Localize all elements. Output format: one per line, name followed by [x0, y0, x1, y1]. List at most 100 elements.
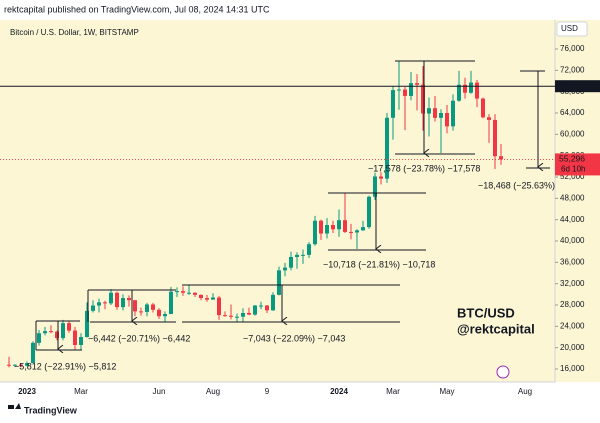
- candle-body: [139, 311, 143, 313]
- candle-body: [31, 342, 35, 364]
- currency: USD: [561, 24, 578, 33]
- candle-body: [385, 117, 389, 179]
- candle-body: [289, 256, 293, 268]
- candle-body: [463, 84, 467, 93]
- candle-body: [493, 119, 497, 157]
- y-tick-label: 64,000: [560, 108, 585, 117]
- candle-body: [319, 220, 323, 234]
- y-tick-label: 72,000: [560, 65, 585, 74]
- candle-body: [55, 331, 59, 339]
- candle-body: [301, 254, 305, 256]
- candle-body: [451, 100, 455, 127]
- candle-body: [199, 294, 203, 299]
- candle-body: [67, 323, 71, 331]
- x-tick-label: Aug: [518, 387, 532, 396]
- candle-body: [421, 84, 425, 114]
- header-bg: [0, 0, 600, 20]
- y-tick-label: 52,000: [560, 172, 585, 181]
- candle-body: [367, 196, 371, 228]
- candle-body: [49, 331, 53, 333]
- y-tick-label: 76,000: [560, 44, 585, 53]
- y-tick-label: 16,000: [560, 364, 585, 373]
- candle-body: [7, 364, 11, 366]
- candle-body: [211, 297, 215, 300]
- candle-body: [313, 220, 317, 245]
- candle-body: [73, 330, 77, 345]
- x-tick-label: Jun: [153, 387, 166, 396]
- candle-body: [409, 83, 413, 96]
- price-label: 69,027: [559, 80, 585, 90]
- price-label: 55,296: [559, 154, 585, 164]
- candle-body: [439, 113, 443, 118]
- candle-body: [259, 305, 263, 307]
- candle-body: [181, 291, 185, 293]
- candle-body: [19, 364, 23, 366]
- candle-body: [13, 364, 17, 366]
- watermark: BTC/USD: [457, 305, 515, 320]
- candle-body: [391, 90, 395, 118]
- candle-body: [37, 333, 41, 343]
- publisher: rektcapital published on TradingView.com…: [4, 4, 270, 14]
- candle-body: [277, 270, 281, 295]
- watermark: @rektcapital: [457, 321, 535, 336]
- event-icon: [496, 365, 510, 379]
- candle-body: [157, 309, 161, 317]
- candle-body: [223, 315, 227, 317]
- candle-body: [169, 291, 173, 315]
- countdown: 6d 10h: [561, 165, 585, 174]
- x-tick-label: 2023: [18, 387, 36, 396]
- candle-body: [145, 304, 149, 312]
- candle-body: [43, 331, 47, 334]
- candle-body: [283, 267, 287, 271]
- candle-body: [361, 227, 365, 231]
- candle-body: [151, 304, 155, 310]
- candle-body: [241, 312, 245, 317]
- candle-body: [331, 224, 335, 230]
- candle-body: [175, 291, 179, 293]
- candle-body: [325, 224, 329, 234]
- candle-body: [97, 302, 101, 306]
- candle-body: [61, 323, 65, 339]
- candle-body: [133, 300, 137, 312]
- candle-body: [217, 297, 221, 316]
- annotation: −5,812 (−22.91%) −5,812: [14, 361, 116, 371]
- candle-body: [415, 83, 419, 85]
- candle-body: [433, 108, 437, 118]
- annotation: −10,718 (−21.81%) −10,718: [323, 259, 435, 269]
- candle-body: [355, 230, 359, 233]
- annotation: −17,578 (−23.78%) −17,578: [368, 163, 480, 173]
- candle-body: [487, 117, 491, 120]
- candle-body: [193, 292, 197, 295]
- x-tick-label: 2024: [330, 387, 348, 396]
- candle-body: [103, 302, 107, 304]
- candle-body: [121, 298, 125, 308]
- candle-body: [373, 176, 377, 197]
- x-tick-label: Mar: [74, 387, 88, 396]
- candle-body: [91, 305, 95, 311]
- candle-body: [475, 82, 479, 99]
- candle-body: [271, 294, 275, 311]
- y-tick-label: 20,000: [560, 343, 585, 352]
- annotation: −6,442 (−20.71%) −6,442: [88, 333, 190, 343]
- price-label-box: [555, 153, 600, 176]
- bracket: [395, 60, 475, 155]
- candle-body: [457, 84, 461, 101]
- candle-body: [403, 89, 407, 96]
- candle-body: [343, 220, 347, 232]
- candle-body: [427, 108, 431, 114]
- x-tick-label: May: [439, 387, 454, 396]
- annotation: −18,468 (−25.63%): [478, 180, 555, 190]
- bracket: [182, 284, 400, 323]
- candle-body: [229, 315, 233, 317]
- candle-body: [379, 176, 383, 179]
- candle-body: [205, 298, 209, 300]
- y-tick-label: 40,000: [560, 236, 585, 245]
- candle-body: [187, 292, 191, 294]
- plot: [7, 60, 503, 368]
- candle-body: [337, 220, 341, 230]
- y-tick-label: 44,000: [560, 215, 585, 224]
- candle-body: [127, 298, 131, 301]
- candle-body: [109, 292, 113, 304]
- candle-body: [247, 312, 251, 315]
